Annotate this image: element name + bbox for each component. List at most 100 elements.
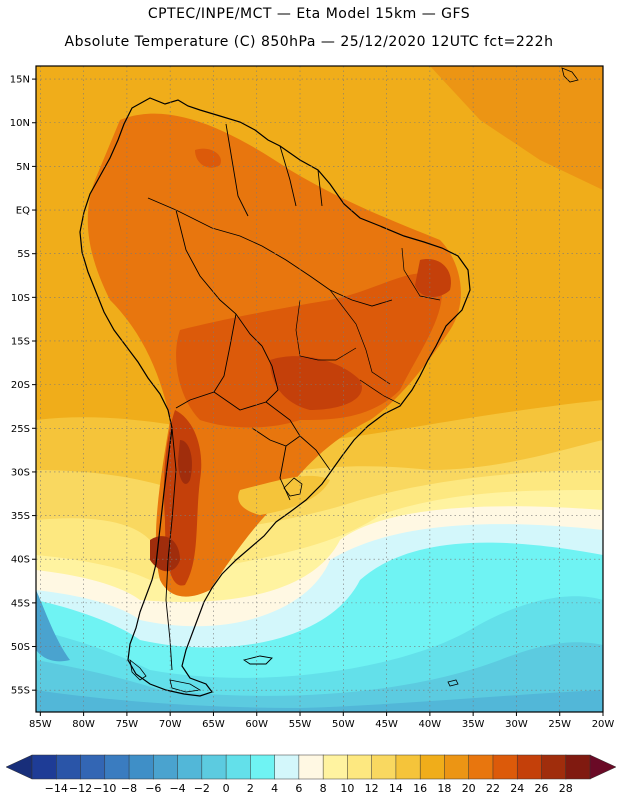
lat-tick-label: 5N [16,162,30,173]
colorbar-label: 22 [486,782,500,795]
colorbar-label: −2 [194,782,210,795]
border-argentina-brazil [299,435,331,471]
colorbar-label: 0 [223,782,230,795]
colorbar-cell [371,754,397,780]
colorbar-label: −4 [169,782,185,795]
lat-tick-label: 15N [10,75,30,86]
colorbar-cell [492,754,518,780]
colorbar-cell [274,754,300,780]
colorbar-cell [153,754,179,780]
border-amazon [147,197,393,307]
field-atlantic-warm [430,66,603,190]
colorbar-cell [177,754,203,780]
colorbar-cell [468,754,494,780]
colorbar-cell [322,754,348,780]
lat-tick-label: 45S [11,598,30,609]
lon-tick-label: 45W [375,719,398,730]
longitude-axis: 85W 80W 75W 70W 65W 60W 55W 50W 45W 40W 35W 30W 25W 2… [29,712,614,730]
lon-tick-label: 50W [332,719,355,730]
field-chaco-28 [178,440,192,484]
border-bolivia-west [175,313,237,409]
colorbar-cell [128,754,154,780]
temperature-colorbar: −14 −12 −10 −8 −6 −4 −2 0 2 4 6 8 10 12 14 16 18 20 22 24 26… [5,754,617,795]
border-brazil-states-4 [359,379,401,405]
lon-tick-label: 70W [159,719,182,730]
latitude-axis: 15N 10N 5N EQ 5S 10S 15S 20S 25S 30S 35S 40S 45S 50S 5… [10,75,36,697]
lat-tick-label: 10N [10,118,30,129]
colorbar-cell [80,754,106,780]
colorbar-label: 26 [534,782,548,795]
border-chile-argentina [165,427,177,671]
tierra-del-fuego [169,679,202,693]
border-uruguay [279,445,291,501]
colorbar-label: 10 [340,782,354,795]
field-brazil-hot [270,356,362,410]
colorbar-label: −14 [45,782,68,795]
border-paraguay [251,401,301,447]
colorbar-cell [444,754,470,780]
lon-tick-label: 55W [289,719,312,730]
colorbar-cell [225,754,251,780]
colorbar-cell [541,754,567,780]
border-brazil-states-3 [401,247,441,301]
colorbar-cell [347,754,373,780]
lon-tick-label: 60W [245,719,268,730]
field-cool-0 [36,642,603,712]
colorbar-label: 4 [271,782,278,795]
border-bolivia-south [213,345,279,411]
colorbar-cell [516,754,543,780]
colorbar-label: 12 [365,782,379,795]
field-patagonia-hot [150,536,180,572]
colorbar-cell [104,754,130,780]
lon-tick-label: 65W [202,719,225,730]
colorbar-label: 18 [437,782,451,795]
lat-tick-label: EQ [16,206,30,217]
lat-tick-label: 5S [17,249,30,260]
border-guyana [279,145,297,207]
colorbar-cell [419,754,445,780]
caribbean-islands [561,67,579,83]
field-uruguay-cooler [238,475,330,515]
colorbar-label: 20 [462,782,476,795]
colorbar-high-arrow [589,754,617,780]
colorbar-cell [31,754,57,780]
lat-tick-label: 20S [11,380,30,391]
lat-tick-label: 50S [11,642,30,653]
field-nordeste-hot [415,259,451,297]
colorbar-label: 8 [320,782,327,795]
colorbar-label: −8 [121,782,137,795]
chart-title-line2: Absolute Temperature (C) 850hPa — 25/12/… [64,34,554,50]
colorbar-cell [565,754,591,780]
colorbar-label: −6 [145,782,161,795]
colorbar-labels: −14 −12 −10 −8 −6 −4 −2 0 2 4 6 8 10 12 14 16 18 20 22 24 26… [45,782,573,795]
colorbar-low-arrow [5,754,33,780]
colorbar-label: 28 [559,782,573,795]
lon-tick-label: 25W [548,719,571,730]
colorbar-label: 24 [510,782,524,795]
graticule [36,66,603,712]
temperature-field [36,66,603,712]
colorbar-cell [395,754,421,780]
border-suriname [317,169,323,207]
border-peru-brazil [175,209,263,347]
lat-tick-label: 30S [11,467,30,478]
lon-tick-label: 20W [592,719,615,730]
chilean-fjord-islands [129,659,147,681]
lon-tick-label: 85W [29,719,52,730]
lon-tick-label: 30W [505,719,528,730]
lat-tick-label: 10S [11,293,30,304]
colorbar-label: −10 [93,782,116,795]
field-cool-pacific-sw [36,590,70,662]
colorbar-cell [298,754,324,780]
colorbar-label: 14 [389,782,403,795]
border-brazil-states-1 [329,289,391,385]
field-venezuela-hot [195,148,221,168]
field-continent-24 [176,273,442,428]
field-cool-m2 [36,690,603,712]
lon-tick-label: 80W [72,719,95,730]
colorbar-cells [31,754,591,780]
colorbar-cell [201,754,227,780]
lat-tick-label: 15S [11,336,30,347]
lagoa-dos-patos [283,477,303,497]
